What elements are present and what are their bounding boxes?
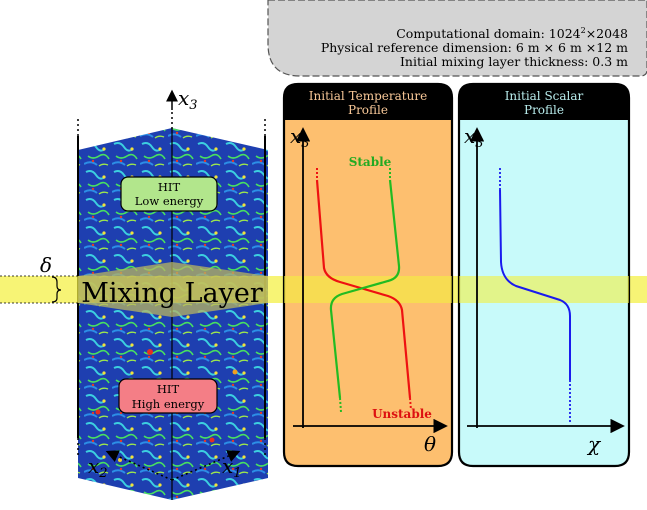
temperature-y-label: x3 (290, 124, 310, 151)
stable-label: Stable (349, 155, 392, 169)
temperature-panel: Initial Temperature Profile x3 θ Stable … (282, 82, 454, 468)
temperature-title-line1: Initial Temperature (309, 89, 427, 103)
stable-curve (329, 168, 401, 413)
scalar-panel: Initial Scalar Profile x3 χ (457, 82, 631, 468)
scalar-title-line2: Profile (524, 103, 564, 117)
domain-x3-label: x3 (178, 86, 198, 113)
scalar-curve (499, 168, 571, 422)
unstable-label: Unstable (372, 407, 432, 421)
domain-x1-label: x1 (222, 454, 242, 481)
scalar-y-label: x3 (464, 124, 484, 151)
svg-text:HIT: HIT (157, 382, 180, 396)
delta-label: δ (40, 253, 52, 277)
unstable-curve (315, 168, 412, 411)
info-line-dimension: Physical reference dimension: 6 m × 6 m … (321, 40, 628, 55)
hit-low-label: HIT Low energy (120, 176, 218, 212)
info-line-thickness: Initial mixing layer thickness: 0.3 m (400, 54, 628, 69)
svg-text:Low energy: Low energy (135, 194, 204, 208)
domain-axis-x3: x3 (166, 86, 198, 130)
scalar-title-line1: Initial Scalar (505, 89, 584, 103)
mixing-layer-label: Mixing Layer (81, 278, 263, 309)
domain-x2-label: x2 (88, 454, 108, 481)
delta-bracket: δ (40, 253, 62, 303)
info-box: Computational domain: 10242×2048 Physica… (267, 0, 647, 77)
temperature-title-line2: Profile (348, 103, 388, 117)
temperature-x-label: θ (424, 432, 436, 456)
svg-text:High energy: High energy (132, 397, 205, 411)
scalar-x-label: χ (586, 432, 602, 456)
info-line-domain: Computational domain: 10242×2048 (396, 26, 628, 41)
svg-text:HIT: HIT (158, 180, 181, 194)
hit-high-label: HIT High energy (118, 378, 218, 414)
domain-axes-horizontal: x1 x2 (88, 450, 242, 481)
